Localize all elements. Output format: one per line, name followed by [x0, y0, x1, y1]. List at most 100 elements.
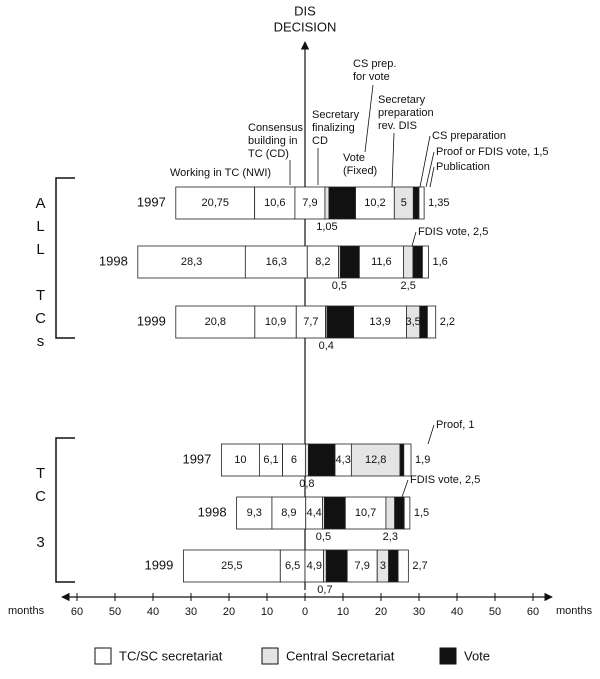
- leader-line: [364, 84, 374, 153]
- segment-label: 10,9: [265, 316, 286, 328]
- x-tick-label: 30: [413, 606, 425, 618]
- segment: [308, 443, 336, 477]
- annotation: Vote: [343, 152, 365, 164]
- segment-label: 3,5: [405, 316, 420, 328]
- segment-label: 2,2: [440, 316, 455, 328]
- annotation: FDIS vote, 2,5: [418, 226, 488, 238]
- segment: [346, 549, 378, 583]
- x-tick-label: 60: [527, 606, 539, 618]
- segment: [294, 186, 326, 220]
- segment-label: 10: [234, 454, 246, 466]
- segment-label: 4,4: [306, 507, 321, 519]
- segment: [385, 496, 396, 530]
- group-bracket: [55, 437, 75, 583]
- segment-label: 8,9: [281, 507, 296, 519]
- year-label: 1998: [99, 253, 128, 268]
- annotation: (Fixed): [343, 165, 377, 177]
- chart-title: DECISION: [274, 19, 337, 34]
- segment-label: 7,9: [355, 560, 370, 572]
- segment: [350, 443, 401, 477]
- x-tick-label: 10: [261, 606, 273, 618]
- annotation: Working in TC (NWI): [170, 167, 271, 179]
- segment-label: 7: [339, 197, 345, 209]
- annotation: CD: [312, 135, 328, 147]
- x-tick-label: 50: [489, 606, 501, 618]
- leader-line: [427, 424, 435, 445]
- segment: [399, 443, 405, 477]
- x-tick-label: 60: [71, 606, 83, 618]
- segment-label: 6,5: [285, 560, 300, 572]
- segment-label: 7,7: [303, 316, 318, 328]
- x-tick-label: 10: [337, 606, 349, 618]
- legend-label: Central Secretariat: [286, 648, 395, 663]
- annotation: for vote: [353, 71, 390, 83]
- segment-label: 7: [319, 454, 325, 466]
- segment-label: 7,9: [302, 197, 317, 209]
- segment: [220, 443, 260, 477]
- x-tick-label: 0: [302, 606, 308, 618]
- segment: [182, 549, 281, 583]
- segment: [304, 443, 309, 477]
- segment: [397, 549, 409, 583]
- segment-label: 9,3: [247, 507, 262, 519]
- segment: [419, 305, 428, 339]
- leader-line: [425, 151, 435, 188]
- segment: [388, 549, 399, 583]
- segment-label: 6,1: [263, 454, 278, 466]
- legend-label: Vote: [464, 648, 490, 663]
- segment-label: 13,9: [369, 316, 390, 328]
- segment: [358, 245, 404, 279]
- segment-label: 5,5: [327, 507, 342, 519]
- segment-label: 1,6: [433, 256, 448, 268]
- annotation: finalizing: [312, 122, 355, 134]
- annotation: CS prep.: [353, 58, 396, 70]
- segment-label: 6: [291, 454, 297, 466]
- leader-line: [401, 479, 409, 498]
- group-bracket: [55, 177, 75, 339]
- segment: [394, 496, 405, 530]
- annotation: Secretary: [312, 109, 360, 121]
- x-tick-label: 40: [451, 606, 463, 618]
- segment-label: 20,75: [201, 197, 229, 209]
- segment-label: 2,7: [412, 560, 427, 572]
- segment-label: 0,7: [317, 584, 332, 596]
- segment: [412, 245, 423, 279]
- segment-label: 11,6: [371, 256, 392, 268]
- segment-label: 10,7: [355, 507, 376, 519]
- year-label: 1997: [182, 451, 211, 466]
- chart-title: DIS: [294, 3, 316, 18]
- leader-line: [411, 231, 417, 247]
- year-label: 1999: [137, 313, 166, 328]
- segment-label: 1,5: [414, 507, 429, 519]
- segment-label: 4,3: [336, 454, 351, 466]
- segment-label: 25,5: [221, 560, 242, 572]
- annotation: Publication: [436, 161, 490, 173]
- segment-label: 16,3: [266, 256, 287, 268]
- segment: [426, 305, 437, 339]
- group-label: ALL TCs: [32, 195, 49, 356]
- annotation: CS preparation: [432, 130, 506, 142]
- segment: [279, 549, 306, 583]
- segment: [403, 245, 414, 279]
- segment: [254, 305, 297, 339]
- segment: [271, 496, 307, 530]
- x-tick-label: 40: [147, 606, 159, 618]
- annotation: rev. DIS: [378, 120, 417, 132]
- legend-swatch: [261, 647, 279, 665]
- segment: [175, 305, 256, 339]
- annotation: TC (CD): [248, 148, 289, 160]
- segment: [328, 186, 356, 220]
- annotation: FDIS vote, 2,5: [410, 474, 480, 486]
- group-label: TC 3: [32, 465, 49, 557]
- segment: [403, 496, 411, 530]
- segment-label: 1,05: [316, 221, 337, 233]
- segment-label: 2,5: [401, 280, 416, 292]
- segment-label: 5,5: [329, 560, 344, 572]
- annotation: Secretary: [378, 94, 426, 106]
- segment-label: 5: [401, 197, 407, 209]
- year-label: 1998: [198, 504, 227, 519]
- segment: [236, 496, 273, 530]
- x-tick-label: 30: [185, 606, 197, 618]
- annotation: building in: [248, 135, 298, 147]
